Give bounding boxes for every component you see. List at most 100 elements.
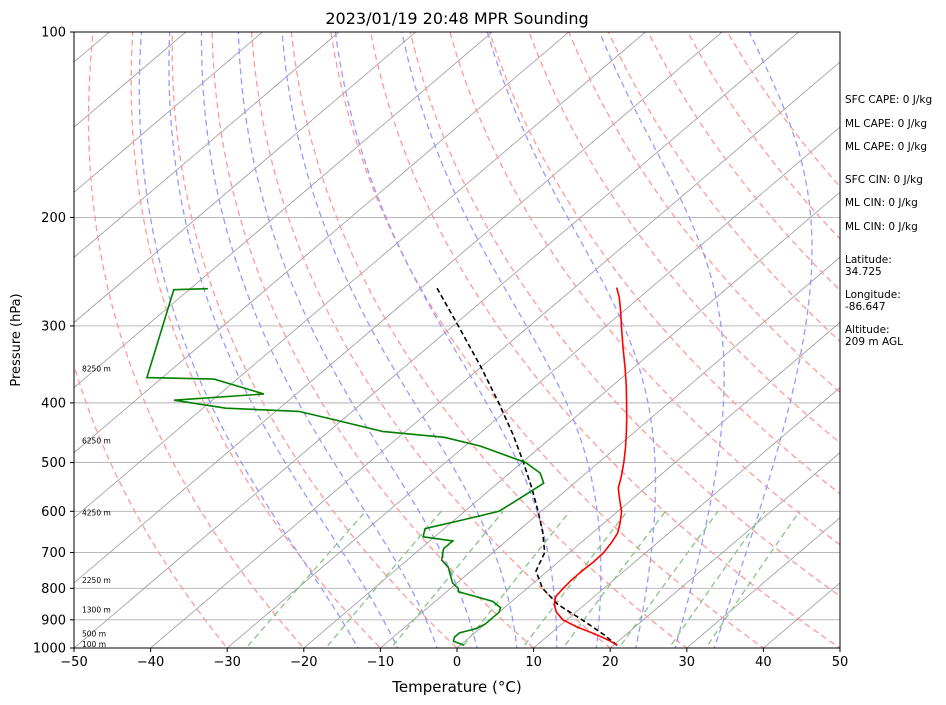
height-label: 8250 m: [82, 364, 111, 373]
x-tick-label: 10: [525, 655, 542, 670]
mixing-ratio-24: [668, 510, 766, 648]
mixing-ratio-1: [324, 510, 442, 648]
dry-adiabat-100: [568, 32, 840, 394]
x-tick-label: 0: [453, 655, 461, 670]
dry-adiabat--30: [74, 363, 229, 648]
height-labels: 100 m 500 m 1300 m 2250 m 4250 m 6250 m 8250 m: [82, 364, 111, 648]
mixing-ratio-32: [705, 510, 801, 648]
plot-frame: [73, 31, 841, 649]
skewed-isotherms: [74, 18, 946, 661]
y-tick-label: 700: [41, 546, 66, 561]
ml-cape-label-2: ML CAPE: 0 J/kg: [845, 141, 928, 153]
y-axis: 1000 900 800 700 600 500 400 300 200 100: [33, 26, 74, 657]
height-label: 2250 m: [82, 576, 111, 585]
mixing-ratio-0.4: [245, 510, 366, 648]
dry-adiabat-20: [250, 32, 612, 648]
ml-cin-label-2: ML CIN: 0 J/kg: [845, 221, 918, 233]
y-tick-label: 200: [41, 211, 66, 226]
x-tick-label: −40: [137, 655, 164, 670]
dry-adiabat-80: [488, 32, 840, 495]
dry-adiabat-10: [211, 32, 535, 648]
x-tick-label: 50: [832, 655, 849, 670]
y-tick-label: 800: [41, 582, 66, 597]
mixing-ratio-7: [521, 510, 628, 648]
x-axis-label: Temperature (°C): [391, 678, 521, 696]
mixing-ratio-2: [390, 510, 504, 648]
moist-adiabat--5: [168, 32, 399, 648]
x-tick-label: 40: [755, 655, 772, 670]
sfc-cape-label: SFC CAPE: 0 J/kg: [845, 94, 933, 106]
isotherm--20: [303, 191, 840, 648]
moist-adiabat-30: [599, 32, 725, 648]
isotherm--120: [74, 32, 264, 193]
moist-adiabat-20: [401, 32, 602, 648]
longitude-label: Longitude:: [845, 289, 901, 301]
dry-adiabat-90: [528, 32, 840, 444]
isotherm-20: [609, 452, 840, 648]
isotherm--130: [74, 32, 187, 128]
y-tick-label: 600: [41, 505, 66, 520]
height-label: 100 m: [82, 640, 106, 649]
dry-adiabat-60: [409, 32, 840, 597]
isotherm--50: [74, 32, 800, 648]
longitude-value: -86.647: [845, 301, 886, 313]
moist-adiabat-35: [713, 32, 813, 648]
isotherm--100: [74, 32, 417, 323]
x-tick-label: −30: [213, 655, 240, 670]
latitude-label: Latitude:: [845, 254, 892, 266]
sfc-cin-label: SFC CIN: 0 J/kg: [845, 174, 923, 186]
dry-adiabat--10: [130, 32, 382, 648]
ml-cape-label-1: ML CAPE: 0 J/kg: [845, 118, 928, 130]
moist-adiabat-10: [281, 32, 518, 648]
moist-adiabat-15: [334, 32, 558, 648]
moist-adiabat--10: [138, 32, 359, 648]
altitude-label: Altitude:: [845, 324, 890, 336]
moist-adiabat-5: [237, 32, 478, 648]
moist-adiabat-25: [486, 32, 657, 648]
height-label: 4250 m: [82, 509, 111, 518]
isotherm--70: [74, 32, 647, 519]
x-tick-label: 30: [679, 655, 696, 670]
dewpoint-profile: [145, 287, 545, 647]
altitude-value: 209 m AGL: [845, 336, 903, 348]
height-label: 6250 m: [82, 436, 111, 445]
isotherm-0: [456, 321, 840, 648]
y-tick-label: 400: [41, 396, 66, 411]
isotherm-60: [901, 18, 946, 661]
isobar-grid: [74, 32, 840, 648]
y-tick-label: 100: [41, 26, 66, 41]
y-tick-label: 900: [41, 613, 66, 628]
plot-area: 100 m 500 m 1300 m 2250 m 4250 m 6250 m 8250 m: [74, 18, 946, 661]
isotherm--30: [226, 126, 840, 648]
dry-adiabats: [74, 32, 840, 648]
isotherm-30: [686, 517, 840, 648]
dry-adiabat-30: [290, 32, 688, 648]
isotherm--60: [74, 32, 723, 584]
dry-adiabat-120: [647, 32, 840, 292]
x-axis: −50 −40 −30 −20 −10 0 10 20 30 40 50: [60, 648, 848, 670]
x-tick-label: −10: [367, 655, 394, 670]
dry-adiabat--20: [87, 32, 305, 648]
y-tick-label: 1000: [33, 642, 66, 657]
dry-adiabat-110: [607, 32, 840, 343]
y-tick-label: 500: [41, 456, 66, 471]
dry-adiabat-70: [449, 32, 840, 546]
ml-cin-label-1: ML CIN: 0 J/kg: [845, 197, 918, 209]
dry-adiabat-40: [330, 32, 765, 648]
isotherm--110: [74, 32, 340, 258]
mixing-ratio-4: [460, 510, 571, 648]
latitude-value: 34.725: [845, 266, 882, 278]
parcel-profile: [436, 287, 618, 646]
mixing-ratio-16: [618, 510, 719, 648]
temperature-line: [553, 287, 628, 646]
dry-adiabat-50: [369, 32, 840, 648]
isotherm--80: [74, 32, 570, 454]
chart-title: 2023/01/19 20:48 MPR Sounding: [325, 9, 588, 28]
mixing-ratio-10: [562, 510, 666, 648]
height-label: 1300 m: [82, 605, 111, 614]
mixing-ratio-lines: [245, 510, 801, 648]
y-axis-label: Pressure (hPa): [9, 293, 24, 386]
dry-adiabat-0: [171, 32, 458, 648]
x-tick-label: −50: [60, 655, 87, 670]
